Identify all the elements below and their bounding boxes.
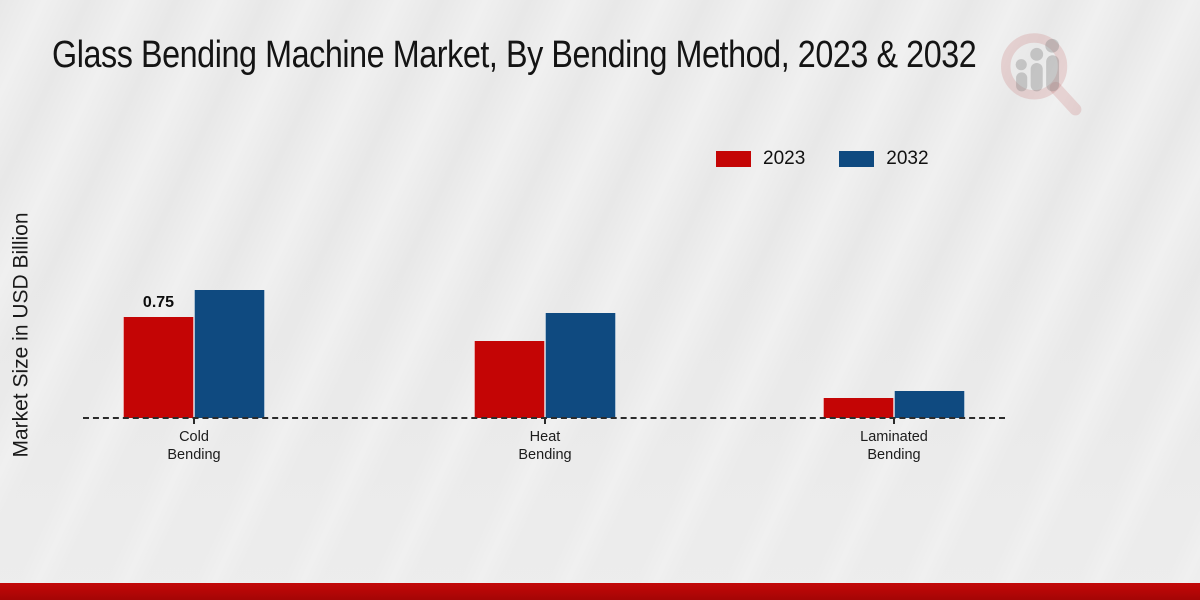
x-axis-label-laminated-bending: Laminated Bending [860, 429, 928, 463]
legend-item-2023: 2023 [716, 148, 805, 170]
bar-value-label: 0.75 [142, 294, 175, 311]
bar-2023-laminated-bending [823, 398, 894, 418]
legend-swatch-2032 [839, 151, 875, 167]
bar-2032-cold-bending [194, 290, 265, 418]
bar-2023-heat-bending [474, 341, 545, 418]
watermark-bars-icon [1015, 38, 1060, 92]
x-axis-label-cold-bending: Cold Bending [167, 429, 221, 463]
legend-label-2032: 2032 [886, 148, 929, 169]
x-axis-tick [544, 418, 546, 424]
x-axis-tick [193, 418, 195, 424]
magnifier-handle-icon [1049, 81, 1082, 116]
legend-swatch-2023 [716, 151, 751, 167]
legend-item-2032: 2032 [839, 148, 929, 170]
x-axis-tick [893, 418, 895, 424]
legend-label-2023: 2023 [763, 148, 806, 169]
chart-title: Glass Bending Machine Market, By Bending… [52, 34, 977, 76]
bar-2032-laminated-bending [894, 391, 965, 418]
footer-accent-band [0, 583, 1200, 600]
magnifier-ring-icon [1001, 33, 1068, 100]
bar-2032-heat-bending [545, 313, 616, 418]
market-research-watermark-logo [1001, 33, 1082, 116]
legend: 2023 2032 [716, 148, 929, 170]
x-axis-label-heat-bending: Heat Bending [518, 429, 572, 463]
bar-2023-cold-bending [123, 317, 194, 418]
